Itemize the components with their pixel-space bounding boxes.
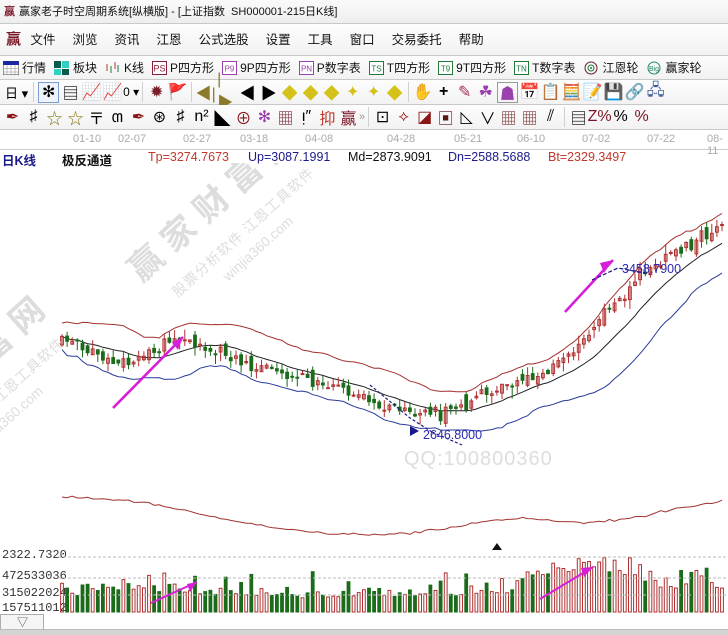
svg-text:2646.8000: 2646.8000 [423, 428, 482, 442]
svg-text:3458.7900: 3458.7900 [622, 262, 681, 276]
